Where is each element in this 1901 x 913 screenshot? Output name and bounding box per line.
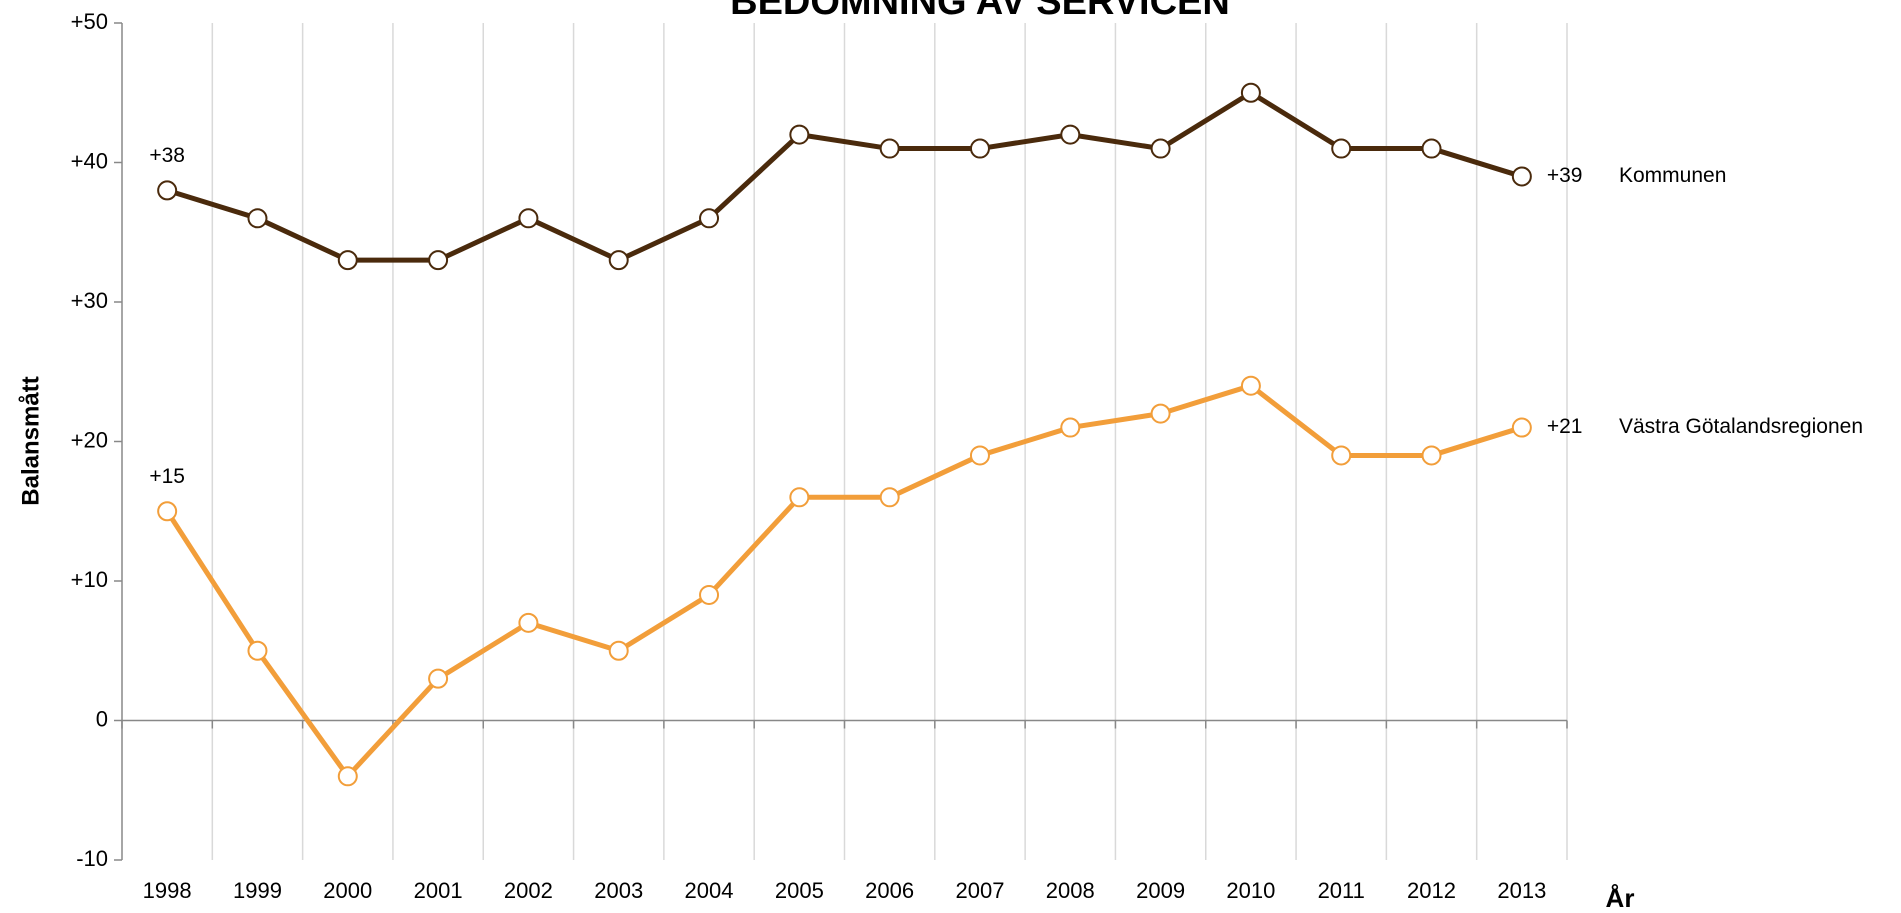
x-tick-label: 2002 — [504, 878, 553, 903]
point-marker — [608, 250, 629, 271]
point-marker — [247, 208, 268, 229]
chart-title: BEDÖMNING AV SERVICEN — [730, 0, 1230, 23]
point-marker — [789, 124, 810, 145]
y-tick-label: 0 — [96, 706, 108, 731]
x-tick-label: 2003 — [594, 878, 643, 903]
y-tick-label: +50 — [71, 9, 108, 34]
y-tick-label: -10 — [76, 846, 108, 871]
point-marker — [1331, 445, 1352, 466]
data-label: +21 — [1547, 415, 1583, 438]
data-label: +15 — [149, 465, 185, 488]
y-tick-label: +20 — [71, 427, 108, 452]
y-axis-label: Balansmått — [17, 376, 44, 505]
point-marker — [1331, 138, 1352, 159]
point-marker — [879, 487, 900, 508]
point-marker — [337, 250, 358, 271]
x-tick-label: 1999 — [233, 878, 282, 903]
data-label: +39 — [1547, 164, 1583, 187]
point-marker — [699, 584, 720, 605]
point-marker — [1240, 82, 1261, 103]
point-marker — [1150, 138, 1171, 159]
point-marker — [879, 138, 900, 159]
point-marker — [608, 640, 629, 661]
x-tick-label: 2001 — [414, 878, 463, 903]
point-marker — [1511, 417, 1532, 438]
y-tick-label: +10 — [71, 567, 108, 592]
point-marker — [1060, 417, 1081, 438]
point-marker — [1240, 375, 1261, 396]
point-marker — [1421, 445, 1442, 466]
series-line — [165, 383, 1523, 779]
point-marker — [1511, 166, 1532, 187]
x-tick-label: 2009 — [1136, 878, 1185, 903]
x-tick-label: 2005 — [775, 878, 824, 903]
x-axis-label: År — [1606, 883, 1635, 913]
legend-label: Västra Götalandsregionen — [1619, 415, 1863, 438]
x-tick-label: 2012 — [1407, 878, 1456, 903]
data-label: +38 — [149, 144, 185, 167]
point-marker — [969, 138, 990, 159]
point-marker — [337, 766, 358, 787]
point-marker — [247, 640, 268, 661]
x-tick-label: 2006 — [865, 878, 914, 903]
y-tick-label: +40 — [71, 148, 108, 173]
legend-label: Kommunen — [1619, 164, 1726, 187]
point-marker — [969, 445, 990, 466]
x-tick-label: 2008 — [1046, 878, 1095, 903]
point-marker — [518, 208, 539, 229]
x-tick-label: 1998 — [143, 878, 192, 903]
x-tick-label: 2010 — [1226, 878, 1275, 903]
series-line — [166, 90, 1523, 263]
x-tick-label: 2011 — [1318, 878, 1365, 903]
point-marker — [1421, 138, 1442, 159]
x-tick-label: 2013 — [1497, 878, 1546, 903]
point-marker — [428, 250, 449, 271]
point-marker — [789, 487, 810, 508]
point-marker — [1060, 124, 1081, 145]
point-marker — [1150, 403, 1171, 424]
point-marker — [428, 668, 449, 689]
point-marker — [518, 612, 539, 633]
y-tick-label: +30 — [71, 288, 108, 313]
point-marker — [157, 180, 178, 201]
x-tick-label: 2000 — [323, 878, 372, 903]
x-tick-label: 2007 — [955, 878, 1004, 903]
point-marker — [699, 208, 720, 229]
point-marker — [157, 501, 178, 522]
x-tick-label: 2004 — [685, 878, 734, 903]
